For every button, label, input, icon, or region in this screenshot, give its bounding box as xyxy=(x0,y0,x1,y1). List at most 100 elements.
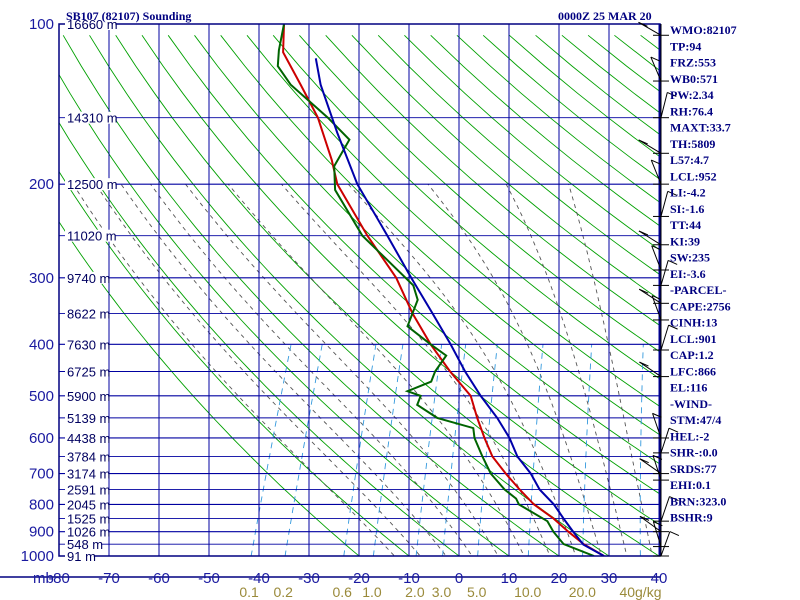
height-label: 6725 m xyxy=(67,365,110,380)
mixing-ratio-label: 1.0 xyxy=(362,584,382,600)
stat-line: -PARCEL- xyxy=(670,283,726,297)
height-label: 91 m xyxy=(67,549,96,564)
height-label: 3174 m xyxy=(67,467,110,482)
stat-line: L57:4.7 xyxy=(670,153,709,167)
stat-line: BSHR:9 xyxy=(670,511,713,525)
dry-adiabat xyxy=(167,35,660,495)
wind-barb xyxy=(638,288,662,304)
dry-adiabat xyxy=(59,221,360,556)
wind-barb xyxy=(652,413,662,439)
mixing-ratio-line xyxy=(343,344,377,556)
pressure-tick-label: 100 xyxy=(29,16,54,33)
wind-barb xyxy=(660,531,671,557)
height-label-bg xyxy=(65,467,109,480)
stat-line: CINH:13 xyxy=(670,316,717,330)
moist-adiabat xyxy=(505,183,628,556)
pressure-tick-label: 1000 xyxy=(21,548,54,565)
mixing-ratio-line xyxy=(582,344,593,556)
mixing-ratio-line xyxy=(477,344,498,556)
wind-barb xyxy=(660,260,669,286)
moist-adiabat xyxy=(281,183,551,556)
wind-barb-feather xyxy=(650,56,661,62)
moist-adiabat xyxy=(95,183,421,556)
stat-line: EI:-3.6 xyxy=(670,267,706,281)
parcel-profile xyxy=(314,58,605,556)
dry-adiabat xyxy=(772,35,800,567)
temperature-tick-label: -30 xyxy=(298,570,320,587)
wind-barb xyxy=(660,191,669,217)
stat-line: WB0:571 xyxy=(670,72,718,86)
height-label-bg xyxy=(65,512,109,525)
temperature-tick-label: -60 xyxy=(148,570,170,587)
height-label-bg xyxy=(65,525,109,538)
height-label: 7630 m xyxy=(67,337,110,352)
height-label-bg xyxy=(65,450,109,463)
height-label: 8622 m xyxy=(67,306,110,321)
height-label: 2045 m xyxy=(67,497,110,512)
plot-frame xyxy=(58,23,661,557)
height-label-bg xyxy=(65,18,116,30)
wind-barb-feather xyxy=(651,295,662,300)
temperature-tick-label: 0 xyxy=(455,570,463,587)
stat-line: EHI:0.1 xyxy=(670,478,711,492)
dry-adiabat xyxy=(299,35,660,353)
mixing-ratio-label: 3.0 xyxy=(432,584,452,600)
height-label-bg xyxy=(65,389,109,402)
stat-line: TT:44 xyxy=(670,218,701,232)
height-label-bg xyxy=(65,411,109,424)
height-label-bg xyxy=(65,307,109,320)
height-label: 5139 m xyxy=(67,411,110,426)
wind-barb-feather xyxy=(638,139,648,145)
temperature-tick-label: 20 xyxy=(551,570,568,587)
mixing-ratio-label: 10.0 xyxy=(514,584,541,600)
temperature-tick-label: -50 xyxy=(198,570,220,587)
dry-adiabat xyxy=(246,35,660,408)
wind-barb-feather xyxy=(667,91,677,97)
dry-adiabat xyxy=(325,34,660,327)
wind-barb xyxy=(639,458,662,475)
moist-adiabat xyxy=(185,183,499,556)
wind-barb xyxy=(638,139,662,154)
mixing-ratio-line xyxy=(639,344,644,556)
mixing-ratio-label: 40g/kg xyxy=(619,584,661,600)
time-title: 0000Z 25 MAR 20 xyxy=(558,9,652,23)
wind-barb-feather xyxy=(651,245,661,251)
dry-adiabat xyxy=(220,35,660,436)
temperature-tick-label: -70 xyxy=(98,570,120,587)
station-title: SB107 (82107) Sounding xyxy=(66,9,191,23)
temperature-tick-label: 30 xyxy=(601,570,618,587)
stat-line: LCL:901 xyxy=(670,332,717,346)
moist-adiabat xyxy=(120,183,447,556)
height-label: 1026 m xyxy=(67,525,110,540)
mixing-ratio-label: 2.0 xyxy=(405,584,425,600)
height-label-bg xyxy=(65,229,116,242)
dry-adiabat xyxy=(272,35,660,380)
height-label: 548 m xyxy=(67,537,103,552)
wind-barb-feather xyxy=(639,361,649,367)
wind-barb-feather xyxy=(668,324,678,330)
wind-barb xyxy=(639,515,662,533)
wind-barb xyxy=(651,245,662,271)
wind-barb-feather xyxy=(667,190,677,196)
pressure-tick-label: 600 xyxy=(29,430,54,447)
stats-panel: WMO:82107 TP:94 FRZ:553 WB0:571 PW:2.34 RH:76… xyxy=(670,23,737,525)
height-label: 16660 m xyxy=(67,17,118,32)
mixing-ratio-label: 0.1 xyxy=(239,584,259,600)
stat-line: CAPE:2756 xyxy=(670,299,731,313)
wind-barb xyxy=(660,496,670,522)
height-label: 2591 m xyxy=(67,483,110,498)
dewpoint-profile xyxy=(276,24,595,556)
height-label-bg xyxy=(65,271,109,284)
height-label: 4438 m xyxy=(67,431,110,446)
temperature-tick-label: 10 xyxy=(501,570,518,587)
wind-barb xyxy=(652,455,662,481)
wind-barbs xyxy=(638,21,680,557)
dry-adiabat xyxy=(59,73,510,556)
temperature-tick-label: -80 xyxy=(48,570,70,587)
moist-adiabat xyxy=(568,183,653,556)
wind-barb-feather xyxy=(653,521,663,527)
wind-barb-feather xyxy=(669,531,680,537)
height-label: 11020 m xyxy=(67,229,117,244)
